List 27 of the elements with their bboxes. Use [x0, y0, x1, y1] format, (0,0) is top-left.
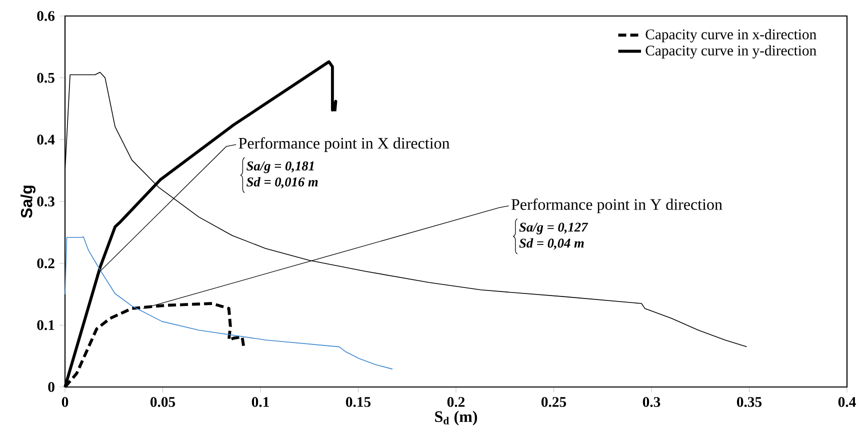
line-series — [64, 236, 393, 370]
x-tick-label: 0.05 — [150, 397, 176, 407]
x-tick-label: 0.4 — [838, 397, 856, 407]
legend-label: Capacity curve in x-direction — [646, 29, 816, 42]
x-tick-label: 0.35 — [736, 397, 762, 407]
x-tick-label: 0.2 — [447, 397, 465, 407]
annotation: Sa/g = 0,127 — [519, 222, 588, 234]
y-tick-label: 0.2 — [37, 258, 54, 268]
y-tick-label: 0.4 — [37, 134, 55, 145]
annotation: Sd = 0,04 m — [519, 238, 584, 250]
y-tick-label: 0.6 — [37, 11, 55, 21]
y-tick-label: 0.5 — [37, 72, 54, 83]
annotation: Performance point in Y direction — [511, 198, 722, 214]
x-tick-label: 0.25 — [541, 397, 566, 407]
x-axis-title: S$_{d}$ (m) — [435, 410, 478, 426]
y-tick-label: 0.3 — [37, 196, 54, 206]
y-axis-title: Sa/g — [20, 186, 36, 218]
annotation: Sd = 0,016 m — [246, 177, 318, 188]
annotation: Performance point in X direction — [238, 137, 450, 152]
y-tick-label: 0 — [48, 382, 54, 392]
legend-label: Capacity curve in y-direction — [646, 45, 816, 59]
x-tick-label: 0.3 — [642, 397, 660, 407]
x-tick-label: 0.15 — [346, 397, 371, 407]
x-tick-label: 0.1 — [252, 397, 269, 407]
x-tick-label: 0 — [62, 397, 68, 407]
y-tick-label: 0.1 — [37, 320, 54, 330]
annotation: Sa/g = 0,181 — [246, 161, 314, 174]
